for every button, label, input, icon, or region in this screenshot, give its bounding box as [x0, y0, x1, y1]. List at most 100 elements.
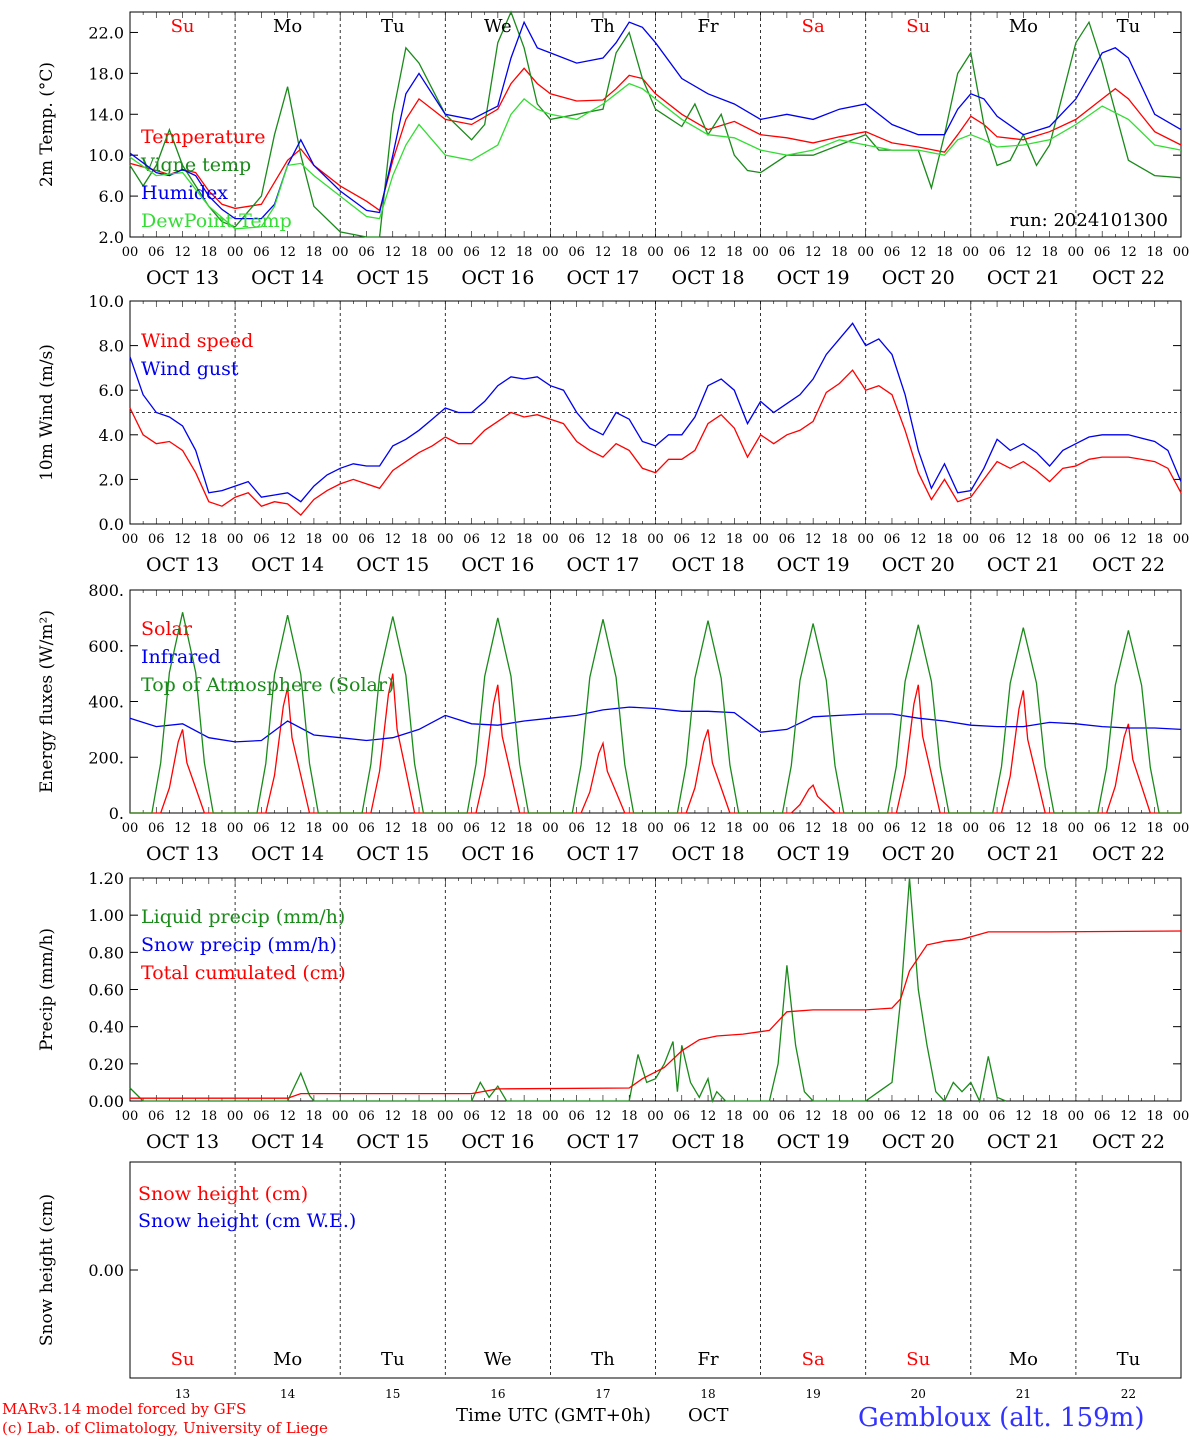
x-hour-label: 06: [989, 532, 1006, 547]
x-date-label: OCT 19: [777, 843, 850, 865]
legend-entry: Top of Atmosphere (Solar): [141, 674, 394, 696]
y-tick-label: 1.00: [88, 906, 124, 925]
x-hour-label: 18: [411, 821, 428, 836]
x-hour-label: 00: [1068, 532, 1085, 547]
x-hour-label: 18: [726, 245, 743, 260]
weekday-label-bottom: Th: [591, 1349, 615, 1370]
legend-entry: Temperature: [141, 126, 265, 148]
x-date-label: OCT 14: [251, 1131, 324, 1153]
month-label: OCT: [688, 1405, 729, 1426]
x-hour-label: 06: [463, 245, 480, 260]
x-hour-label: 18: [621, 821, 638, 836]
x-hour-label: 00: [542, 532, 559, 547]
x-hour-label: 06: [253, 532, 270, 547]
x-hour-label: 12: [1120, 245, 1137, 260]
weekday-label-bottom: Tu: [381, 1349, 405, 1370]
x-hour-label: 00: [227, 532, 244, 547]
x-hour-label: 18: [621, 245, 638, 260]
x-date-label: OCT 13: [146, 554, 219, 576]
x-hour-label: 00: [227, 1109, 244, 1124]
weekday-label-top: We: [484, 16, 512, 37]
x-hour-label: 06: [463, 532, 480, 547]
x-hour-label: 06: [884, 245, 901, 260]
x-date-label: OCT 21: [987, 1131, 1060, 1153]
y-tick-label: 2.0: [99, 470, 124, 489]
y-axis-label: Precip (mm/h): [37, 928, 57, 1051]
x-hour-label: 12: [279, 821, 296, 836]
x-date-label: OCT 19: [777, 1131, 850, 1153]
x-hour-label: 12: [279, 245, 296, 260]
panel-frame: [129, 11, 1182, 238]
x-date-label: OCT 15: [356, 1131, 429, 1153]
x-date-label: OCT 21: [987, 843, 1060, 865]
x-hour-label: 18: [516, 1109, 533, 1124]
day-number-label: 15: [385, 1387, 400, 1401]
y-tick-label: 10.0: [88, 146, 124, 165]
y-tick-label: 10.0: [88, 292, 124, 311]
x-hour-label: 18: [936, 245, 953, 260]
x-hour-label: 18: [1146, 821, 1163, 836]
x-date-label: OCT 14: [251, 554, 324, 576]
x-hour-label: 00: [647, 532, 664, 547]
x-hour-label: 18: [1146, 245, 1163, 260]
x-hour-label: 18: [936, 1109, 953, 1124]
panel-1: 2.0 6.0 10.0 14.0 18.0 22.0 2m Temp. (°C) Tempe…: [37, 10, 1189, 289]
legend-entry: Wind speed: [141, 330, 253, 352]
x-date-label: OCT 16: [461, 1131, 534, 1153]
weekday-label-top: Fr: [698, 16, 719, 37]
y-tick-label: 0.60: [88, 981, 124, 1000]
weekday-label-top: Mo: [1009, 16, 1038, 37]
time-axis-label: Time UTC (GMT+0h): [456, 1405, 651, 1426]
x-hour-label: 18: [936, 821, 953, 836]
x-hour-label: 12: [384, 821, 401, 836]
x-hour-label: 12: [384, 1109, 401, 1124]
x-date-label: OCT 22: [1092, 1131, 1165, 1153]
x-hour-label: 12: [384, 532, 401, 547]
x-date-label: OCT 15: [356, 554, 429, 576]
x-hour-label: 00: [332, 1109, 349, 1124]
x-hour-label: 00: [963, 532, 980, 547]
y-tick-label: 18.0: [88, 64, 124, 83]
x-hour-label: 06: [148, 1109, 165, 1124]
y-tick-label: 800.: [88, 581, 124, 600]
x-hour-label: 18: [726, 532, 743, 547]
x-date-label: OCT 20: [882, 1131, 955, 1153]
x-hour-label: 00: [1068, 821, 1085, 836]
x-hour-label: 06: [884, 532, 901, 547]
x-hour-label: 06: [1094, 532, 1111, 547]
series-line-top-of-atmosphere-solar-: [130, 612, 1181, 814]
panel-5: 0.00 Snow height (cm) Snow height (cm) Snow…: [37, 1161, 1182, 1379]
x-hour-label: 00: [122, 245, 139, 260]
x-hour-label: 06: [568, 821, 585, 836]
legend-entry: Liquid precip (mm/h): [141, 906, 345, 928]
x-hour-label: 18: [201, 1109, 218, 1124]
x-hour-label: 12: [490, 245, 507, 260]
x-date-label: OCT 22: [1092, 554, 1165, 576]
weekday-label-bottom: Fr: [698, 1349, 719, 1370]
x-date-label: OCT 13: [146, 843, 219, 865]
y-tick-label: 2.0: [99, 228, 124, 247]
weekday-label-top: Mo: [273, 16, 302, 37]
x-date-label: OCT 13: [146, 1131, 219, 1153]
x-hour-label: 00: [227, 821, 244, 836]
x-hour-label: 18: [411, 532, 428, 547]
x-hour-label: 00: [542, 821, 559, 836]
x-hour-label: 18: [831, 821, 848, 836]
x-hour-label: 18: [306, 245, 323, 260]
series-line-liquid-precip-mm-h-: [129, 877, 1007, 1104]
weekday-label-bottom: Mo: [1009, 1349, 1038, 1370]
legend-entry: Snow height (cm): [138, 1183, 308, 1205]
y-tick-label: 6.0: [99, 381, 124, 400]
x-hour-label: 06: [1094, 1109, 1111, 1124]
x-date-label: OCT 20: [882, 554, 955, 576]
x-hour-label: 00: [332, 821, 349, 836]
panel-frame: [129, 589, 1182, 814]
x-hour-label: 00: [963, 245, 980, 260]
y-tick-label: 200.: [88, 748, 124, 767]
x-hour-label: 18: [201, 532, 218, 547]
y-tick-label: 14.0: [88, 105, 124, 124]
y-tick-label: 0.80: [88, 943, 124, 962]
legend-entry: Total cumulated (cm): [141, 962, 346, 984]
lab-credit: (c) Lab. of Climatology, University of L…: [2, 1419, 328, 1437]
x-hour-label: 12: [805, 821, 822, 836]
